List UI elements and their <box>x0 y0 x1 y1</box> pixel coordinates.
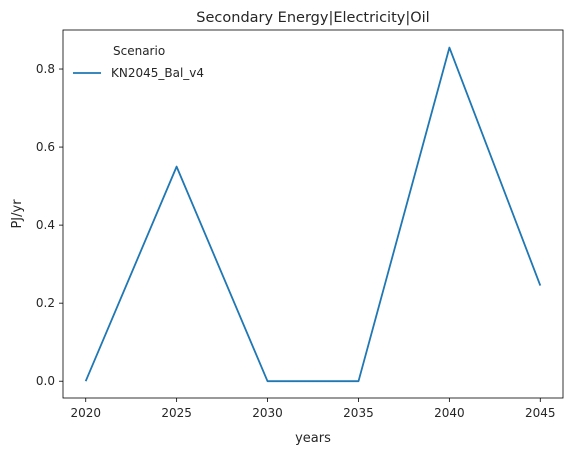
y-tick-label: 0.4 <box>36 218 55 232</box>
y-tick-label: 0.2 <box>36 296 55 310</box>
y-axis: 0.0 0.2 0.4 0.6 0.8 <box>36 62 63 388</box>
x-tick-label: 2030 <box>252 406 283 420</box>
series-line <box>84 46 542 383</box>
x-tick-label: 2020 <box>70 406 101 420</box>
y-tick-label: 0.6 <box>36 140 55 154</box>
legend-title: Scenario <box>113 44 165 58</box>
x-axis-label: years <box>295 431 331 446</box>
x-tick-label: 2025 <box>161 406 192 420</box>
x-tick-label: 2035 <box>343 406 374 420</box>
y-tick-label: 0.0 <box>36 374 55 388</box>
legend-entry-label: KN2045_Bal_v4 <box>111 66 204 80</box>
y-axis-label: PJ/yr <box>10 199 25 229</box>
chart-title: Secondary Energy|Electricity|Oil <box>196 10 429 26</box>
y-tick-label: 0.8 <box>36 62 55 76</box>
x-tick-label: 2040 <box>434 406 465 420</box>
x-tick-label: 2045 <box>525 406 556 420</box>
x-axis: 2020 2025 2030 2035 2040 2045 <box>70 398 556 420</box>
plot-area <box>62 29 564 399</box>
legend: Scenario KN2045_Bal_v4 <box>73 44 204 80</box>
series-layer <box>84 46 542 383</box>
